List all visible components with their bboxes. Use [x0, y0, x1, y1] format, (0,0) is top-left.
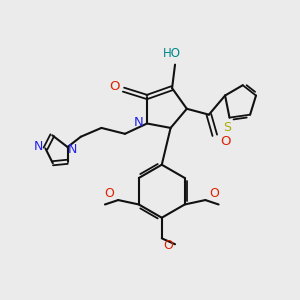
Text: O: O	[209, 187, 219, 200]
Text: O: O	[104, 187, 114, 200]
Text: O: O	[220, 135, 230, 148]
Text: O: O	[109, 80, 119, 93]
Text: O: O	[163, 239, 173, 252]
Text: N: N	[33, 140, 43, 153]
Text: N: N	[133, 116, 143, 129]
Text: S: S	[223, 121, 231, 134]
Text: N: N	[67, 143, 77, 156]
Text: HO: HO	[163, 47, 181, 60]
